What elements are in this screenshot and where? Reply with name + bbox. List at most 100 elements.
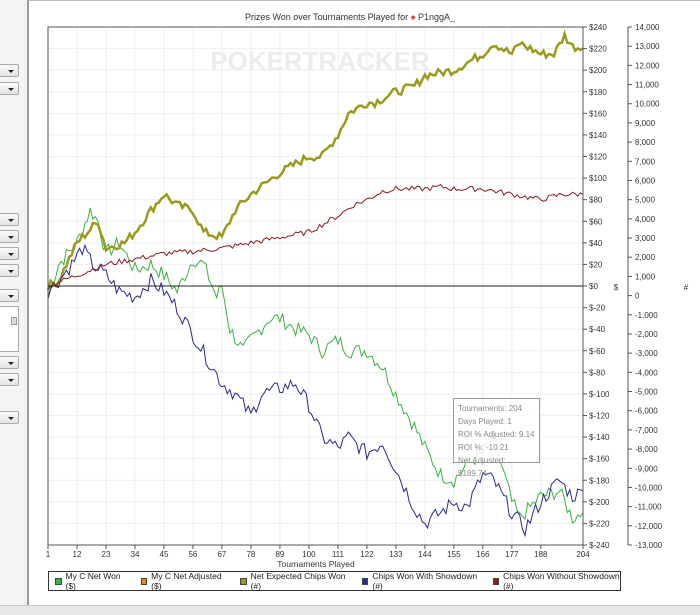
- scrollbar-thumb[interactable]: [11, 317, 17, 325]
- x-tick-label: 111: [332, 550, 345, 559]
- y-axis-label-left: $: [614, 283, 619, 292]
- x-axis-label: Tournaments Played: [277, 559, 355, 569]
- y-tick-label: $-100: [589, 390, 610, 399]
- legend-swatch: [55, 577, 62, 585]
- y-tick-label: $-220: [589, 519, 610, 528]
- y-tick-label: $40: [589, 239, 603, 248]
- y2-tick-label: -9,000: [635, 464, 658, 473]
- x-tick-label: 166: [476, 550, 490, 559]
- y2-tick-label: 2,000: [635, 253, 656, 262]
- x-tick-label: 122: [360, 550, 374, 559]
- tooltip-tournaments: Tournaments: 204: [458, 404, 523, 413]
- y-tick-label: $-240: [589, 541, 610, 550]
- y2-tick-label: -11,000: [635, 503, 662, 512]
- y-tick-label: $220: [589, 45, 607, 54]
- y2-tick-label: 13,000: [635, 42, 660, 51]
- x-tick-label: 100: [302, 550, 316, 559]
- y-tick-label: $200: [589, 66, 607, 75]
- chart-title-text: Prizes Won over Tournaments Played for: [244, 12, 409, 22]
- y2-tick-label: 11,000: [635, 81, 659, 90]
- x-tick-label: 34: [131, 550, 140, 559]
- y2-tick-label: -1,000: [635, 311, 658, 320]
- y-tick-label: $0: [589, 282, 598, 291]
- y2-tick-label: 5,000: [635, 196, 656, 205]
- y-tick-label: $140: [589, 131, 607, 140]
- y-tick-label: $120: [589, 153, 607, 162]
- player-name: P1nggA_: [418, 12, 456, 22]
- filter-dropdown[interactable]: [0, 82, 19, 95]
- x-tick-label: 155: [447, 550, 461, 559]
- legend-item[interactable]: Chips Won Without Showdown (#): [492, 571, 620, 591]
- filter-dropdown[interactable]: [0, 64, 19, 77]
- series-line-4: [47, 183, 584, 290]
- y2-tick-label: 3,000: [635, 234, 656, 243]
- x-tick-label: 23: [102, 550, 111, 559]
- y-tick-label: $180: [589, 88, 607, 97]
- legend-label: Chips Won Without Showdown (#): [503, 571, 620, 591]
- legend-swatch: [492, 577, 500, 585]
- legend-item[interactable]: Net Expected Chips Won (#): [240, 571, 348, 591]
- legend-label: My C Net Adjusted ($): [151, 571, 222, 591]
- watermark: POKERTRACKER: [210, 46, 430, 76]
- tooltip-roi: ROI %: -10.21: [458, 443, 509, 452]
- stats-tooltip: Tournaments: 204 Days Played: 1 ROI % Ad…: [453, 398, 540, 478]
- y-tick-label: $160: [589, 109, 607, 118]
- legend-item[interactable]: My C Net Adjusted ($): [140, 571, 227, 591]
- y-tick-label: $60: [589, 217, 603, 226]
- filter-dropdown[interactable]: [0, 213, 19, 226]
- y2-tick-label: 12,000: [635, 61, 660, 70]
- series-line-3: [47, 243, 584, 538]
- y-tick-label: $-20: [589, 304, 606, 313]
- y2-tick-label: -12,000: [635, 522, 663, 531]
- y-tick-label: $-80: [589, 368, 606, 377]
- legend-swatch: [361, 577, 369, 585]
- poker-site-icon: ♠: [410, 12, 416, 22]
- x-tick-label: 188: [534, 550, 548, 559]
- y-tick-label: $-120: [589, 412, 610, 421]
- chart-svg: POKERTRACKER 1 12 23 34 45 56 67 78 89 100 111 122 1…: [46, 23, 689, 569]
- filter-list[interactable]: [0, 306, 19, 352]
- filter-dropdown[interactable]: [0, 247, 19, 260]
- filter-dropdown[interactable]: [0, 373, 19, 386]
- y2-tick-label: -8,000: [635, 445, 658, 454]
- y2-tick-label: 8,000: [635, 138, 656, 147]
- y2-tick-label: 4,000: [635, 215, 656, 224]
- x-tick-label: 204: [576, 550, 590, 559]
- chart-legend: My C Net Won ($) My C Net Adjusted ($) Net…: [48, 571, 621, 591]
- y2-tick-label: -10,000: [635, 483, 663, 492]
- y-tick-label: $80: [589, 196, 603, 205]
- tooltip-days-played: Days Played: 1: [458, 417, 512, 426]
- y2-tick-label: 6,000: [635, 176, 656, 185]
- legend-item[interactable]: My C Net Won ($): [55, 571, 127, 591]
- y-tick-label: $240: [589, 23, 607, 32]
- y-tick-label: $20: [589, 260, 603, 269]
- status-bar: [0, 605, 700, 615]
- filter-dropdown[interactable]: [0, 356, 19, 369]
- y2-tick-label: -5,000: [635, 388, 658, 397]
- x-tick-label: 78: [246, 550, 255, 559]
- y-tick-label: $-160: [589, 455, 610, 464]
- tooltip-net-adjusted: Net Adjusted: $189.74: [458, 456, 506, 478]
- y2-tick-label: 9,000: [635, 119, 656, 128]
- legend-swatch: [240, 577, 247, 585]
- filter-dropdown[interactable]: [0, 411, 19, 424]
- y-tick-label: $100: [589, 174, 607, 183]
- y-tick-label: $-140: [589, 433, 610, 442]
- legend-label: My C Net Won ($): [65, 571, 121, 591]
- y-tick-label: $-200: [589, 498, 610, 507]
- legend-label: Chips Won With Showdown (#): [372, 571, 478, 591]
- y2-tick-label: 1,000: [635, 272, 656, 281]
- y2-tick-label: -3,000: [635, 349, 658, 358]
- y2-tick-label: -6,000: [635, 407, 658, 416]
- legend-swatch: [140, 577, 148, 585]
- filter-dropdown[interactable]: [0, 289, 19, 302]
- x-tick-label: 67: [217, 550, 226, 559]
- x-tick-label: 1: [46, 550, 51, 559]
- y2-tick-label: 10,000: [635, 100, 660, 109]
- x-tick-label: 89: [275, 550, 284, 559]
- x-tick-label: 56: [188, 550, 197, 559]
- x-tick-label: 12: [73, 550, 82, 559]
- legend-item[interactable]: Chips Won With Showdown (#): [361, 571, 479, 591]
- filter-dropdown[interactable]: [0, 230, 19, 243]
- filter-dropdown[interactable]: [0, 264, 19, 277]
